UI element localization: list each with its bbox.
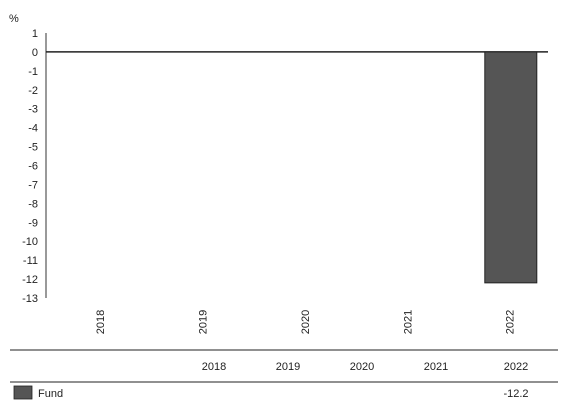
- y-tick-label: -2: [28, 85, 38, 97]
- y-tick-label: -7: [28, 179, 38, 191]
- y-tick-label: -11: [23, 255, 38, 267]
- table-data-rows: Fund -12.2: [13, 385, 529, 400]
- table-header-cell: 2022: [504, 361, 528, 373]
- y-axis-label: %: [9, 13, 19, 25]
- table-row-label: Fund: [38, 388, 63, 400]
- table-cell: -12.2: [503, 388, 528, 400]
- x-tick-label: 2019: [198, 310, 210, 334]
- y-tick-label: -4: [28, 123, 38, 135]
- table-header-cell: 2018: [202, 361, 226, 373]
- x-tick-label: 2020: [300, 310, 312, 334]
- x-axis-ticks: 2018 2019 2020 2021 2022: [95, 310, 517, 334]
- table-header-cell: 2021: [424, 361, 448, 373]
- y-tick-label: -8: [28, 198, 38, 210]
- y-tick-label: -9: [28, 217, 38, 229]
- x-tick-label: 2021: [402, 310, 414, 334]
- y-tick-label: -5: [28, 142, 38, 154]
- x-tick-label: 2018: [95, 310, 107, 334]
- y-tick-label: -10: [22, 236, 38, 248]
- y-tick-label: -1: [28, 66, 38, 78]
- table-header-cell: 2020: [350, 361, 374, 373]
- y-tick-label: 1: [32, 28, 38, 40]
- y-tick-label: 0: [32, 47, 38, 59]
- x-tick-label: 2022: [505, 310, 517, 334]
- table-header-cell: 2019: [276, 361, 300, 373]
- bar-2022: [484, 51, 538, 284]
- y-tick-label: -12: [22, 274, 38, 286]
- y-tick-label: -13: [22, 293, 38, 305]
- y-tick-label: -6: [28, 161, 38, 173]
- table-header-row: 2018 2019 2020 2021 2022: [202, 361, 528, 373]
- legend-swatch: [13, 385, 33, 400]
- y-axis-ticks: 1 0 -1 -2 -3 -4 -5 -6 -7 -8 -9 -10 -11 -12 -13: [22, 28, 38, 305]
- y-tick-label: -3: [28, 104, 38, 116]
- bars: [484, 51, 538, 284]
